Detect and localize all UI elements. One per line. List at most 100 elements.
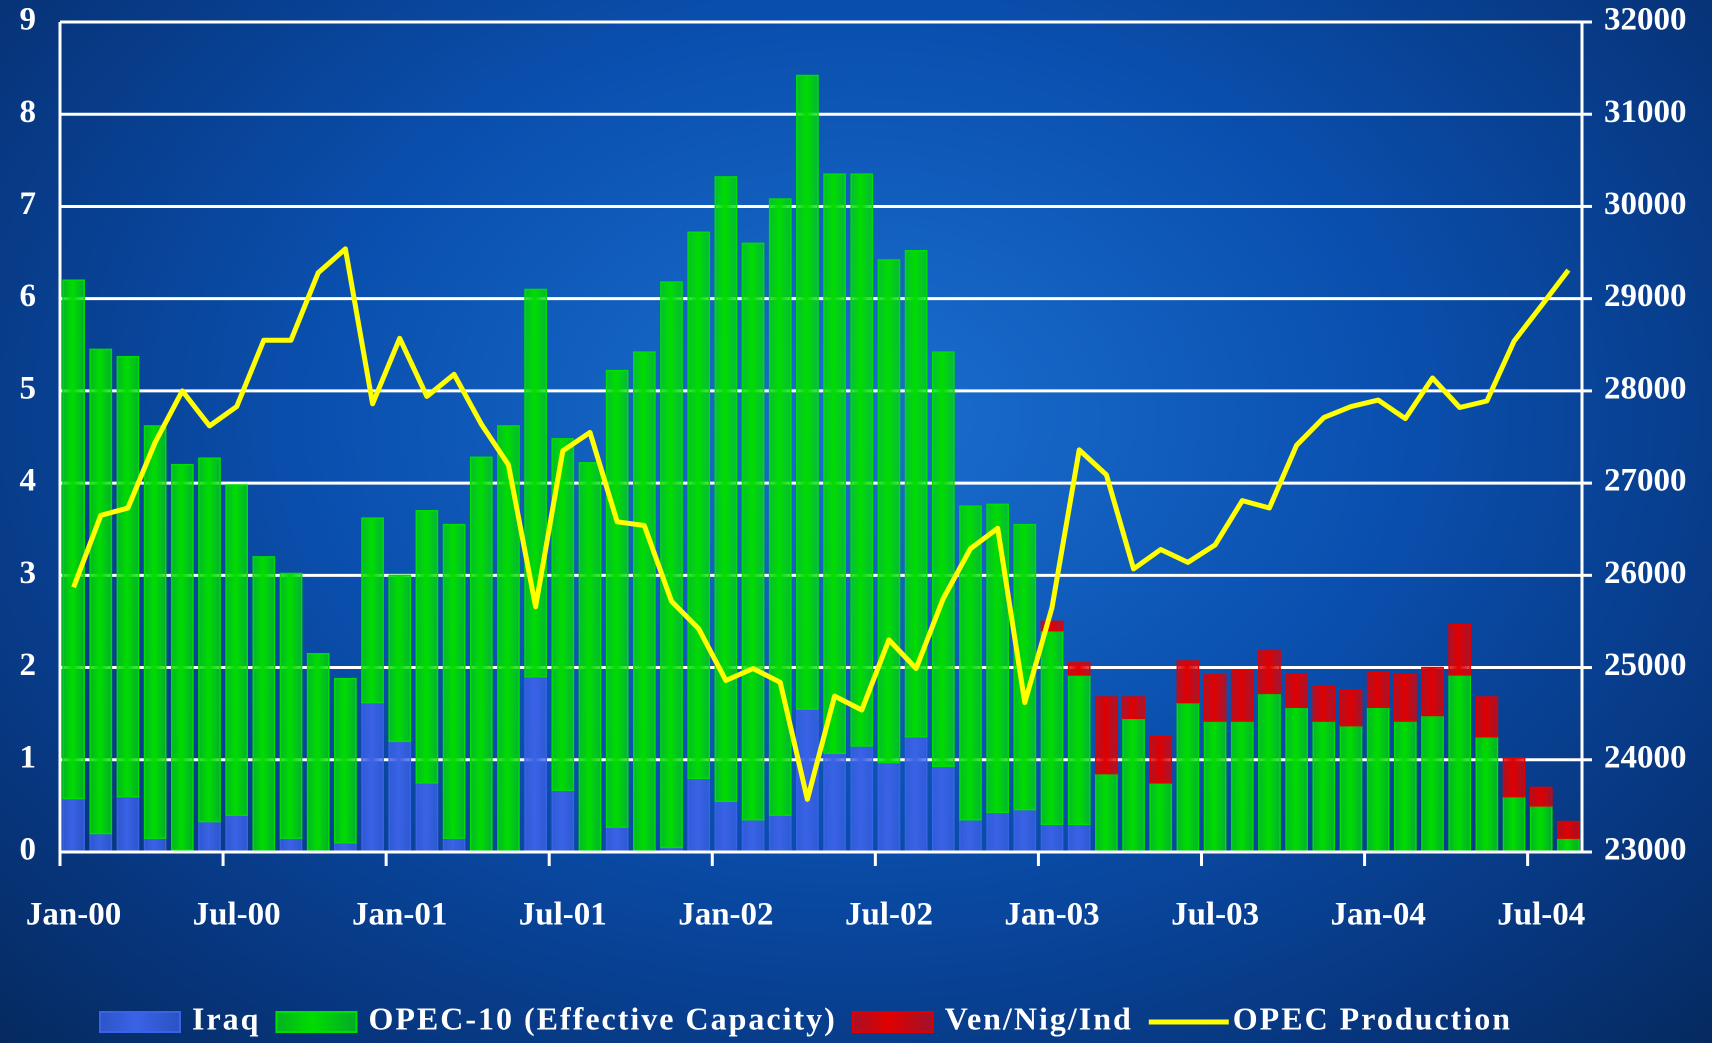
- bar: [959, 505, 982, 821]
- bar: [1122, 717, 1145, 853]
- bar: [1040, 823, 1064, 853]
- bar: [1095, 696, 1118, 775]
- bar: [768, 198, 792, 816]
- bar: [442, 523, 466, 839]
- bar: [279, 837, 303, 853]
- bar: [1312, 720, 1336, 853]
- bar: [1393, 720, 1417, 853]
- bar: [687, 231, 711, 779]
- bar: [551, 438, 575, 791]
- y-tick-label: 7: [20, 186, 37, 222]
- y2-tick-label: 29000: [1604, 278, 1687, 314]
- bar: [823, 173, 846, 755]
- bar: [1448, 623, 1472, 676]
- bar: [632, 351, 656, 853]
- y-tick-label: 8: [20, 94, 37, 130]
- bar: [62, 279, 85, 800]
- bar: [1203, 674, 1227, 722]
- bar: [931, 765, 955, 853]
- bar: [768, 814, 792, 853]
- bar: [116, 795, 140, 853]
- bar: [1176, 660, 1200, 704]
- bar: [1529, 805, 1553, 853]
- legend-label: Ven/Nig/Ind: [945, 1000, 1133, 1036]
- x-tick-label: Jan-04: [1330, 897, 1425, 933]
- legend-label: OPEC Production: [1233, 1000, 1512, 1036]
- bar: [1339, 689, 1363, 727]
- bar: [1067, 662, 1091, 676]
- bar: [1067, 823, 1091, 853]
- bar: [687, 777, 711, 853]
- bar: [198, 820, 221, 853]
- bar: [89, 832, 113, 853]
- bar: [741, 242, 765, 821]
- bar: [578, 462, 602, 853]
- y-tick-label: 2: [20, 647, 37, 683]
- bar: [1230, 720, 1254, 853]
- bar: [143, 837, 167, 853]
- bar: [986, 811, 1010, 853]
- y2-tick-label: 27000: [1604, 463, 1687, 499]
- x-tick-label: Jul-03: [1171, 897, 1259, 933]
- x-tick-label: Jul-04: [1497, 897, 1585, 933]
- bar: [1230, 669, 1254, 722]
- bar: [334, 677, 357, 844]
- line: [71, 246, 1571, 802]
- bar: [904, 735, 928, 853]
- bar: [143, 425, 167, 839]
- bar: [1366, 706, 1390, 853]
- bar: [497, 425, 520, 853]
- x-tick-label: Jan-02: [678, 897, 773, 933]
- bar: [1393, 673, 1417, 722]
- bar: [1095, 772, 1118, 853]
- bar: [1203, 720, 1227, 853]
- bar: [1285, 673, 1308, 708]
- y2-tick-label: 30000: [1604, 186, 1687, 222]
- bar: [170, 463, 194, 851]
- y-tick-label: 0: [20, 832, 37, 868]
- y2-tick-label: 31000: [1604, 94, 1687, 130]
- y-tick-label: 5: [20, 370, 37, 406]
- bar: [1258, 692, 1281, 853]
- y-tick-label: 9: [20, 2, 37, 38]
- y2-tick-label: 26000: [1604, 555, 1687, 591]
- bar: [660, 281, 683, 849]
- bar: [415, 510, 439, 784]
- bar: [306, 652, 330, 853]
- bar: [225, 484, 249, 816]
- bar: [1475, 696, 1499, 738]
- x-tick-label: Jan-01: [352, 897, 447, 933]
- bar: [796, 74, 819, 710]
- bar: [1339, 724, 1363, 853]
- legend-swatch: [851, 1011, 934, 1033]
- bar: [252, 556, 276, 853]
- bar: [62, 797, 85, 853]
- bar: [986, 503, 1010, 814]
- y2-tick-label: 23000: [1604, 832, 1687, 868]
- bar: [714, 176, 738, 803]
- bar: [823, 752, 846, 853]
- bar: [1149, 782, 1173, 853]
- bar: [605, 826, 629, 853]
- bar: [198, 457, 221, 823]
- y-tick-label: 3: [20, 555, 37, 591]
- bar: [1366, 671, 1390, 708]
- legend-swatch: [99, 1011, 181, 1033]
- bar: [877, 761, 901, 853]
- bar: [1258, 650, 1281, 695]
- bar: [1557, 837, 1580, 853]
- bar: [877, 259, 901, 764]
- bar: [1040, 629, 1064, 826]
- bar: [1285, 706, 1308, 853]
- bar: [89, 348, 113, 835]
- bar: [850, 745, 874, 853]
- bar: [931, 351, 955, 767]
- bar: [116, 356, 140, 798]
- bar: [959, 818, 982, 853]
- bar: [551, 789, 575, 853]
- y2-tick-label: 25000: [1604, 647, 1687, 683]
- bar: [225, 814, 249, 853]
- x-tick-label: Jul-01: [519, 897, 607, 933]
- bar: [741, 818, 765, 853]
